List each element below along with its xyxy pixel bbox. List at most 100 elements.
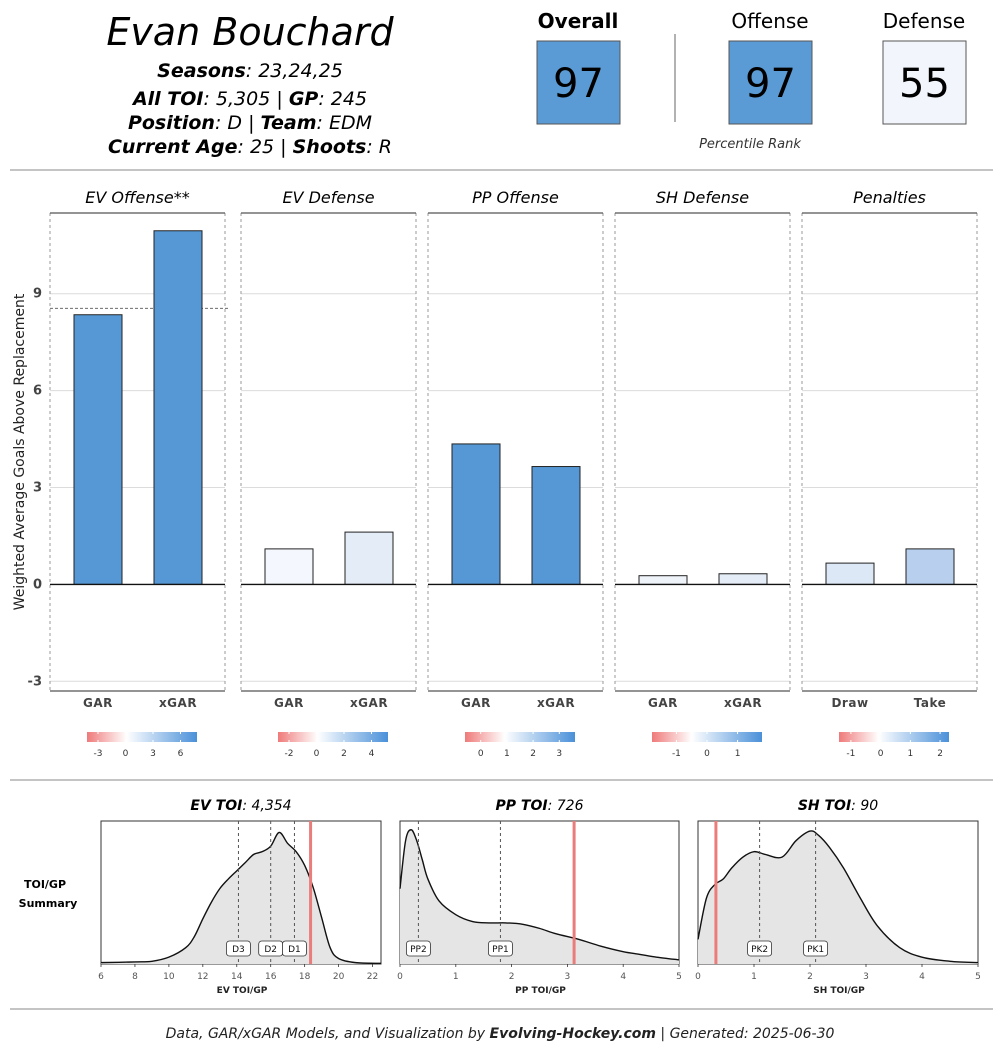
- legend-tick-label: 2: [937, 749, 943, 759]
- legend-tick-label: 1: [504, 749, 510, 759]
- gar-bar-panels: EV Offense** GAR xGAR -3 0 3 6 EV Defense GAR xGA…: [49, 188, 978, 759]
- team-value: EDM: [329, 112, 372, 134]
- x-category-label: Draw: [831, 696, 868, 710]
- density-title: PP TOI: 726: [496, 798, 584, 814]
- toi-label: All TOI: [131, 88, 204, 110]
- legend-tick-label: 1: [735, 749, 741, 759]
- x-tick-label: 3: [863, 972, 869, 982]
- y-tick-label: 0: [33, 577, 42, 592]
- x-tick-label: 1: [751, 972, 757, 982]
- position-value: D: [227, 112, 242, 134]
- legend-tick-label: 0: [878, 749, 884, 759]
- bar-panel: EV Offense** GAR xGAR -3 0 3 6: [49, 188, 228, 759]
- x-tick-label: 16: [265, 972, 277, 982]
- legend-tick-label: -1: [672, 749, 681, 759]
- x-tick-label: 14: [231, 972, 243, 982]
- legend-gradient: [278, 732, 388, 742]
- position-team-line: Position: D | Team: EDM: [128, 112, 372, 134]
- percentile-ratings: Overall 97 Offense 97 Percentile Rank De…: [536, 9, 967, 152]
- seasons-line: Seasons: 23,24,25: [157, 60, 343, 82]
- legend-tick-label: 0: [314, 749, 320, 759]
- legend-tick-label: 6: [178, 749, 184, 759]
- color-legend: -3 0 3 6: [87, 732, 197, 759]
- age-label: Current Age: [108, 136, 238, 158]
- age-value: 25: [250, 136, 274, 158]
- density-area: [698, 830, 978, 964]
- toi-row-label-2: Summary: [19, 897, 78, 910]
- legend-tick-label: 2: [341, 749, 347, 759]
- tier-label-box: [488, 940, 513, 957]
- density-xlabel: EV TOI/GP: [217, 986, 268, 996]
- x-tick-label: 10: [163, 972, 175, 982]
- bar: [451, 443, 501, 585]
- x-category-label: GAR: [461, 696, 491, 710]
- density-title: SH TOI: 90: [798, 798, 878, 814]
- tier-label: PP1: [492, 945, 509, 955]
- density-panel: EV TOI: 4,354 D3 D2 D1 6 8 10 12 14 16 18 20 22 EV TO…: [98, 798, 382, 996]
- density-title-label: PP TOI: [496, 798, 548, 814]
- density-title-value: 90: [860, 798, 878, 814]
- legend-tick-label: 2: [530, 749, 536, 759]
- color-legend: 0 1 2 3: [465, 732, 575, 759]
- offense-box: [728, 40, 813, 125]
- density-area: [400, 829, 679, 964]
- color-legend: -1 0 1 2: [839, 732, 949, 759]
- legend-tick-label: 0: [478, 749, 484, 759]
- footer: Data, GAR/xGAR Models, and Visualization…: [166, 1026, 835, 1042]
- bar-panel: PP Offense GAR xGAR 0 1 2 3: [427, 188, 604, 759]
- tier-label: D3: [232, 945, 245, 955]
- bar: [718, 573, 768, 585]
- bar-panel: EV Defense GAR xGAR -2 0 2 4: [240, 188, 417, 759]
- overall-label: Overall: [538, 9, 619, 33]
- defense-label: Defense: [883, 9, 965, 33]
- color-legend: -1 0 1: [652, 732, 762, 759]
- footer-brand: Evolving-Hockey.com: [490, 1026, 656, 1042]
- y-axis: -3 0 3 6 9: [28, 287, 42, 690]
- tier-label-box: [282, 940, 307, 957]
- x-tick-label: 18: [299, 972, 311, 982]
- density-title-separator: :: [242, 798, 251, 814]
- legend-tick-label: 3: [150, 749, 156, 759]
- x-tick-label: 2: [807, 972, 813, 982]
- seasons-value: 23,24,25: [258, 60, 343, 82]
- density-xlabel: SH TOI/GP: [813, 986, 865, 996]
- tier-label-box: [747, 940, 772, 957]
- tier-label: D2: [264, 945, 277, 955]
- x-tick-label: 0: [695, 972, 701, 982]
- bar: [344, 531, 394, 585]
- panel-title: Penalties: [853, 188, 926, 207]
- bar: [638, 575, 688, 585]
- player-info: Evan Bouchard Seasons: 23,24,25 All TOI:…: [106, 10, 394, 158]
- panel-title: SH Defense: [656, 188, 749, 207]
- x-tick-label: 22: [367, 972, 378, 982]
- age-shoots-line: Current Age: 25 | Shoots: R: [108, 136, 392, 158]
- toi-value: 5,305: [216, 88, 270, 110]
- x-tick-label: 4: [620, 972, 626, 982]
- legend-tick-label: -3: [94, 749, 103, 759]
- y-tick-label: -3: [28, 674, 42, 689]
- bar: [73, 314, 123, 585]
- x-category-label: xGAR: [724, 696, 762, 710]
- overall-box: [536, 40, 621, 125]
- color-legend: -2 0 2 4: [278, 732, 388, 759]
- legend-gradient: [87, 732, 197, 742]
- density-curve: [100, 831, 382, 965]
- percentile-caption: Percentile Rank: [699, 137, 801, 152]
- x-category-label: xGAR: [159, 696, 197, 710]
- shoots-value: R: [379, 136, 392, 158]
- offense-value: 97: [745, 61, 796, 107]
- x-tick-label: 20: [333, 972, 345, 982]
- x-tick-label: 12: [197, 972, 208, 982]
- density-title-label: SH TOI: [798, 798, 851, 814]
- legend-tick-label: -1: [846, 749, 855, 759]
- legend-tick-label: 1: [907, 749, 913, 759]
- x-tick-label: 3: [565, 972, 571, 982]
- tier-label: D1: [288, 945, 301, 955]
- legend-gradient: [465, 732, 575, 742]
- legend-tick-label: 0: [123, 749, 129, 759]
- tier-label: PK1: [807, 945, 824, 955]
- x-category-label: xGAR: [350, 696, 388, 710]
- legend-tick-label: 4: [369, 749, 375, 759]
- player-name: Evan Bouchard: [106, 10, 394, 54]
